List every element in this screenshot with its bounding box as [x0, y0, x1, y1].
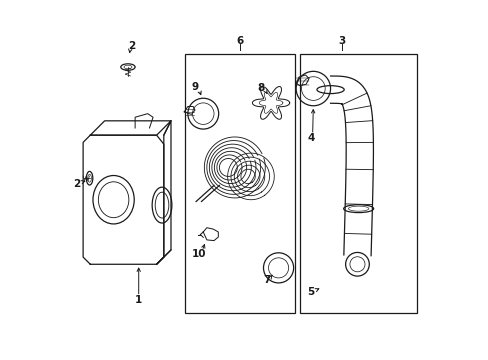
Text: 7: 7	[263, 275, 270, 285]
Text: 8: 8	[257, 83, 264, 93]
Text: 1: 1	[135, 295, 142, 305]
Text: 6: 6	[236, 36, 244, 46]
Text: 4: 4	[306, 133, 314, 143]
Text: 5: 5	[306, 287, 314, 297]
Text: 9: 9	[191, 82, 199, 93]
Text: 2: 2	[128, 41, 135, 50]
Bar	[300, 54, 416, 313]
Bar	[185, 54, 294, 313]
Text: 3: 3	[338, 36, 345, 46]
Text: 2: 2	[73, 179, 81, 189]
Text: 10: 10	[191, 248, 205, 258]
